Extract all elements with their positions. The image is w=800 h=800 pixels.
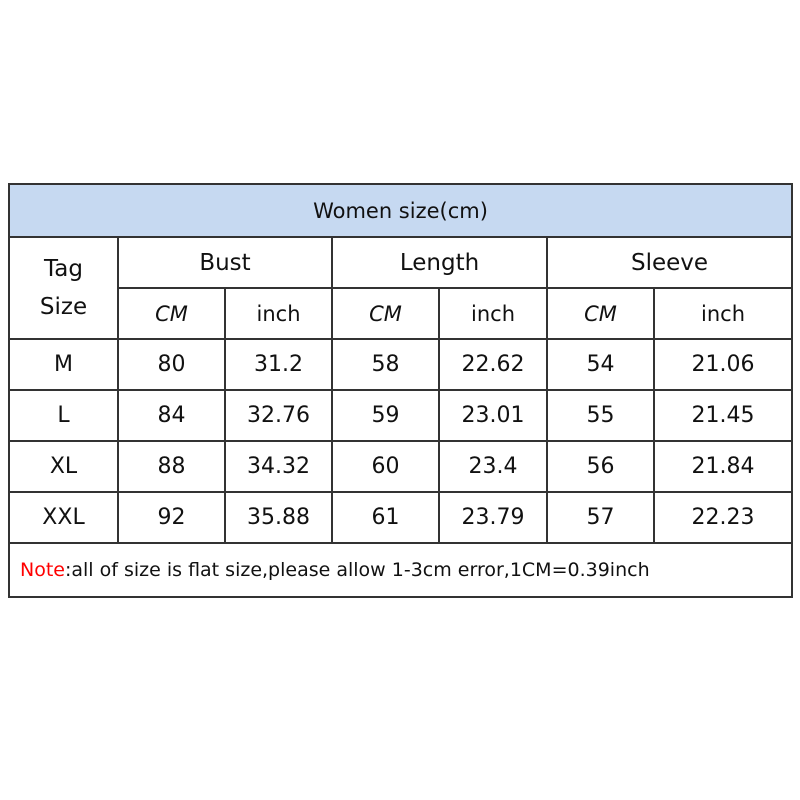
subheader-inch: inch bbox=[653, 287, 793, 340]
group-length: Length bbox=[331, 236, 548, 289]
table-row: M 80 31.2 58 22.62 54 21.06 bbox=[8, 338, 793, 391]
cell: 22.62 bbox=[438, 338, 548, 391]
cell: 21.06 bbox=[653, 338, 793, 391]
note-text: :all of size is flat size,please allow 1… bbox=[64, 559, 650, 581]
subheader-cm: CM bbox=[117, 287, 226, 340]
cell: 32.76 bbox=[224, 389, 333, 442]
group-bust: Bust bbox=[117, 236, 333, 289]
cell: 92 bbox=[117, 491, 226, 544]
table-title: Women size(cm) bbox=[8, 183, 793, 238]
note-label: Note bbox=[20, 559, 65, 581]
cell: 21.84 bbox=[653, 440, 793, 493]
subheader-cm: CM bbox=[546, 287, 655, 340]
cell: 56 bbox=[546, 440, 655, 493]
table-row: XL 88 34.32 60 23.4 56 21.84 bbox=[8, 440, 793, 493]
cell: 61 bbox=[331, 491, 440, 544]
cell-size: XL bbox=[8, 440, 119, 493]
cell: 21.45 bbox=[653, 389, 793, 442]
cell: 23.79 bbox=[438, 491, 548, 544]
cell: 22.23 bbox=[653, 491, 793, 544]
cell: 60 bbox=[331, 440, 440, 493]
cell: 59 bbox=[331, 389, 440, 442]
subheader-inch: inch bbox=[438, 287, 548, 340]
cell: 57 bbox=[546, 491, 655, 544]
tag-label: Tag bbox=[44, 256, 83, 282]
table-row: XXL 92 35.88 61 23.79 57 22.23 bbox=[8, 491, 793, 544]
cell: 88 bbox=[117, 440, 226, 493]
note: Note:all of size is flat size,please all… bbox=[8, 542, 793, 598]
group-sleeve: Sleeve bbox=[546, 236, 793, 289]
cell-size: L bbox=[8, 389, 119, 442]
cell: 80 bbox=[117, 338, 226, 391]
size-chart-table: Women size(cm) Tag Size Bust Length Slee… bbox=[8, 183, 793, 598]
cell: 31.2 bbox=[224, 338, 333, 391]
cell: 84 bbox=[117, 389, 226, 442]
cell: 23.01 bbox=[438, 389, 548, 442]
cell: 58 bbox=[331, 338, 440, 391]
subheader-cm: CM bbox=[331, 287, 440, 340]
size-label: Size bbox=[39, 294, 88, 320]
cell: 23.4 bbox=[438, 440, 548, 493]
cell-size: M bbox=[8, 338, 119, 391]
table-row: L 84 32.76 59 23.01 55 21.45 bbox=[8, 389, 793, 442]
cell: 35.88 bbox=[224, 491, 333, 544]
cell-size: XXL bbox=[8, 491, 119, 544]
subheader-inch: inch bbox=[224, 287, 333, 340]
tag-size-header: Tag Size bbox=[8, 236, 119, 340]
cell: 55 bbox=[546, 389, 655, 442]
cell: 34.32 bbox=[224, 440, 333, 493]
cell: 54 bbox=[546, 338, 655, 391]
